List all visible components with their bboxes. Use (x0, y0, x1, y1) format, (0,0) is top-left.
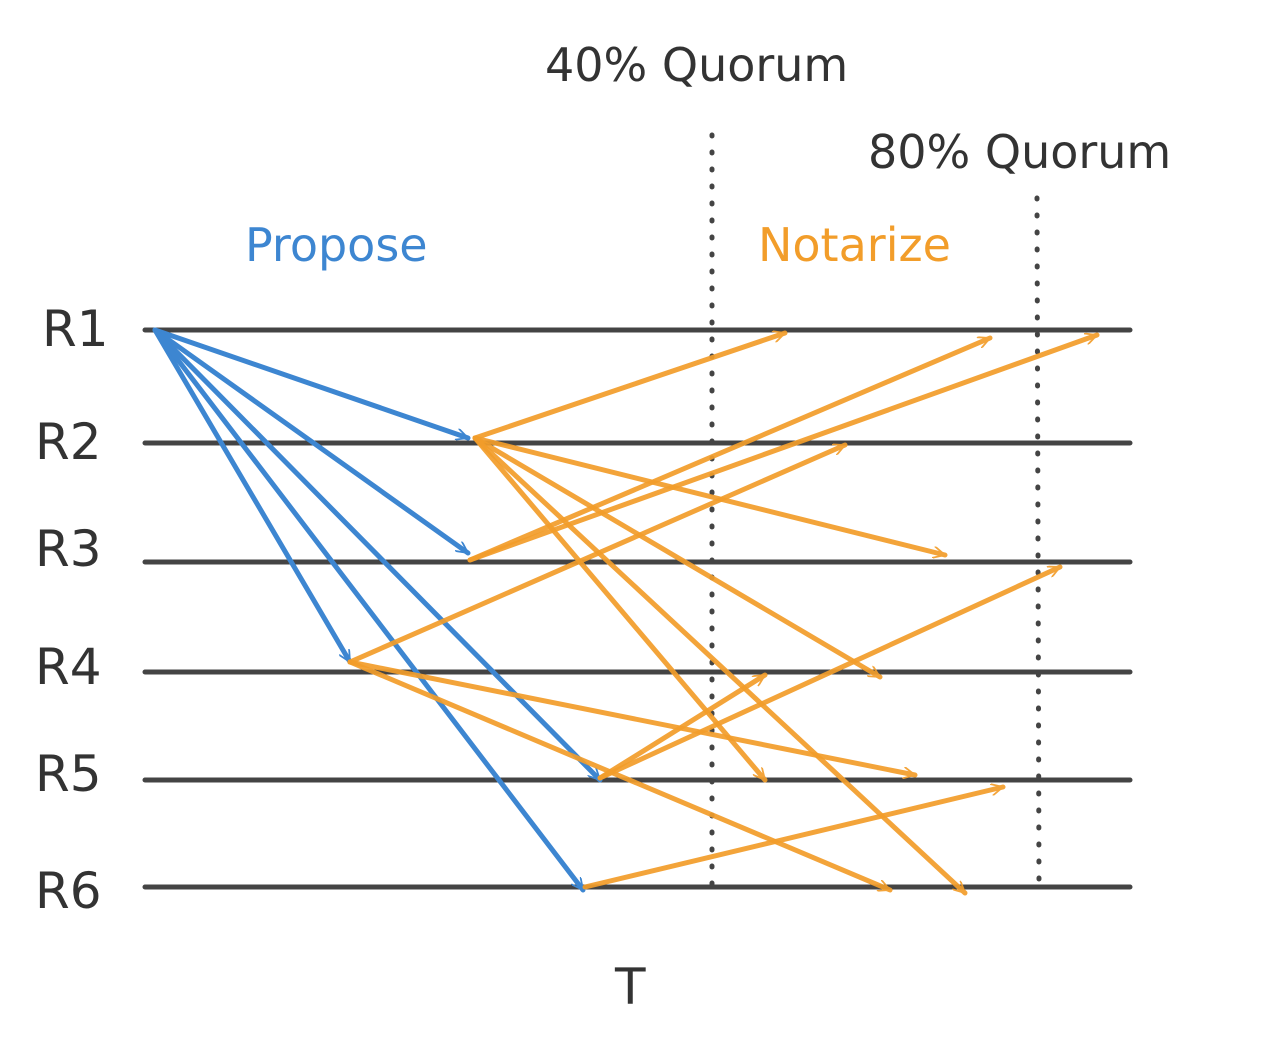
notarize-arrow (467, 335, 993, 563)
notarize-arrow (472, 333, 788, 441)
propose-arrow (152, 327, 471, 556)
notarize-arrow (472, 435, 968, 896)
propose-label: Propose (245, 218, 428, 272)
notarize-arrow (597, 672, 768, 781)
notarize-arrow (467, 332, 1100, 563)
propose-arrow (152, 327, 353, 665)
replica-label-r6: R6 (35, 862, 102, 920)
notarize-arrow (347, 659, 893, 893)
notarize-arrow (597, 564, 1063, 781)
propose-arrow (152, 327, 471, 438)
replica-label-r4: R4 (35, 638, 102, 696)
replica-label-r3: R3 (35, 520, 102, 578)
replica-label-r5: R5 (35, 745, 102, 803)
notarize-arrow (347, 659, 918, 775)
notarize-arrow (472, 435, 883, 680)
quorum-80-label: 80% Quorum (868, 125, 1172, 179)
propose-arrow (152, 327, 586, 893)
replica-label-r2: R2 (35, 413, 102, 471)
notarize-arrow (472, 435, 948, 555)
quorum-40-label: 40% Quorum (545, 38, 849, 92)
notarize-arrow (582, 787, 1006, 890)
notarize-label: Notarize (758, 218, 951, 272)
replica-label-r1: R1 (42, 300, 109, 358)
notarize-arrow (347, 442, 848, 665)
notarize-arrow (472, 435, 768, 783)
time-label: T (615, 958, 646, 1016)
propose-arrow (152, 327, 603, 783)
